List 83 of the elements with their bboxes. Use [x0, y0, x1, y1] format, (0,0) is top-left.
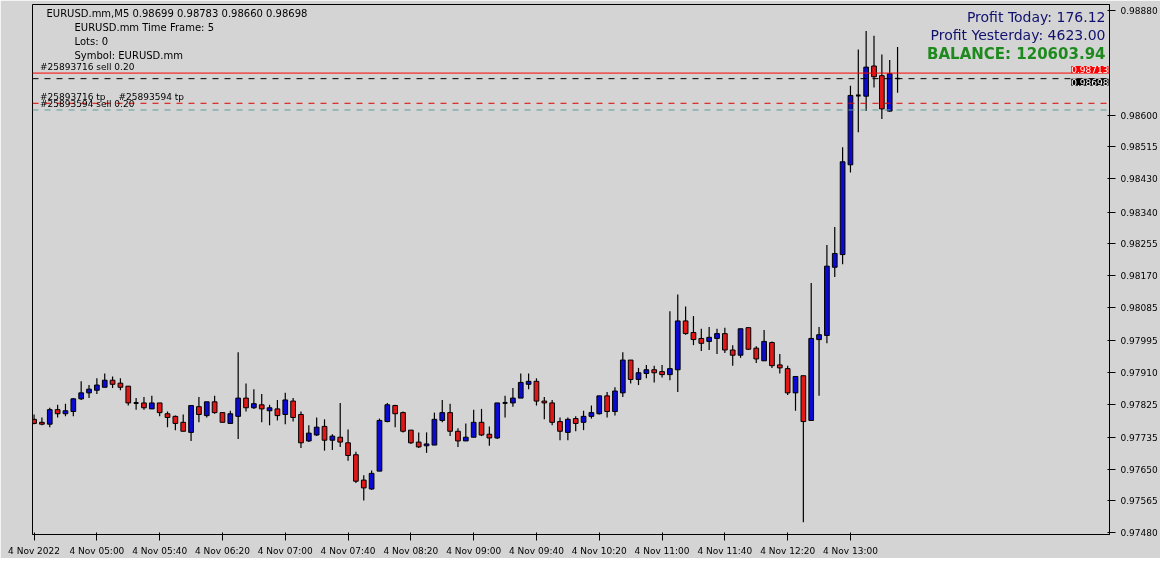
candlestick — [337, 402, 344, 448]
candlestick — [368, 469, 375, 491]
y-tick-label: 0.97735 — [1120, 433, 1158, 444]
chart-title: EURUSD.mm,M5 0.98699 0.98783 0.98660 0.98698 — [46, 7, 308, 19]
candlestick — [70, 397, 77, 417]
candlestick — [698, 328, 705, 352]
candlestick — [667, 310, 673, 381]
x-tick-label: 4 Nov 10:20 — [571, 545, 628, 556]
y-tick-label: 0.98340 — [1120, 207, 1158, 218]
x-tick-label: 4 Nov 11:40 — [697, 545, 753, 556]
annotation: Profit Today: 176.12 — [966, 8, 1106, 25]
candlestick — [729, 344, 736, 367]
candlestick — [706, 326, 713, 351]
x-tick-label: 4 Nov 06:20 — [194, 545, 251, 556]
candlestick — [258, 393, 265, 423]
x-tick-label: 4 Nov 2022 — [8, 545, 61, 556]
candlestick — [557, 416, 563, 441]
candlestick — [470, 409, 477, 438]
y-tick-label: 0.97995 — [1120, 336, 1158, 347]
candlestick — [517, 372, 524, 399]
x-tick-label: 4 Nov 05:40 — [132, 545, 188, 556]
candlestick — [360, 474, 367, 502]
y-tick-label: 0.97825 — [1120, 399, 1158, 410]
candlestick — [510, 387, 516, 408]
candlestick — [455, 427, 461, 448]
candlestick — [125, 385, 132, 407]
y-tick-label: 0.98430 — [1120, 174, 1158, 185]
candlestick — [612, 386, 618, 417]
candlestick — [439, 399, 446, 423]
y-tick-label: 0.98255 — [1120, 239, 1158, 250]
x-tick-label: 4 Nov 09:00 — [446, 545, 502, 556]
y-tick-label: 0.98085 — [1120, 302, 1158, 313]
candlestick — [251, 388, 257, 410]
x-tick-label: 4 Nov 07:40 — [320, 545, 376, 556]
candlestick — [345, 428, 351, 462]
y-tick-label: 0.98880 — [1120, 6, 1158, 17]
annotation: Symbol: EURUSD.mm — [74, 49, 183, 61]
x-tick-label: 4 Nov 05:00 — [69, 545, 125, 556]
candlestick — [94, 377, 100, 395]
y-tick-label: 0.97480 — [1120, 528, 1158, 539]
candlestick — [604, 391, 610, 419]
candlestick — [39, 416, 45, 426]
candlestick — [627, 359, 634, 385]
candlestick — [565, 416, 571, 441]
ref-line-label: 0.98713 — [1071, 65, 1109, 76]
x-tick-label: 4 Nov 09:40 — [508, 545, 565, 556]
y-tick-label: 0.97650 — [1120, 464, 1158, 475]
candlestick — [243, 382, 249, 413]
x-tick-label: 4 Nov 08:20 — [383, 545, 439, 556]
candlestick — [549, 399, 556, 426]
y-tick-label: 0.98515 — [1120, 142, 1158, 153]
x-tick-label: 4 Nov 11:00 — [634, 545, 690, 556]
x-tick-label: 4 Nov 07:00 — [257, 545, 314, 556]
ref-line-label: 0.98698 — [1071, 77, 1109, 88]
candlestick — [580, 410, 587, 431]
text: EURUSD.mm Time Frame: 5 — [74, 21, 215, 33]
candlestick — [78, 380, 85, 401]
x-tick-label: 4 Nov 13:00 — [822, 545, 879, 556]
y-tick-label: 0.98600 — [1120, 110, 1158, 121]
annotation: Lots: 0 — [74, 35, 109, 47]
candlestick — [831, 226, 838, 278]
candlestick — [282, 392, 289, 425]
annotation: BALANCE: 120603.94 — [927, 44, 1106, 63]
candlestick — [196, 396, 202, 423]
candlestick — [541, 396, 548, 420]
candlestick — [46, 407, 53, 428]
candlestick — [761, 329, 767, 362]
candlestick — [290, 397, 296, 423]
y-tick-label: 0.97910 — [1120, 367, 1158, 378]
candlestick — [659, 364, 665, 379]
annotation: Profit Yesterday: 4623.00 — [930, 26, 1106, 43]
annotation: #25893716 sell 0.20 — [40, 62, 135, 73]
candlestick — [447, 403, 453, 437]
candlestick — [722, 327, 728, 354]
y-tick-label: 0.97565 — [1120, 496, 1158, 507]
candlestick — [141, 396, 147, 411]
x-tick-label: 4 Nov 12:20 — [760, 545, 816, 556]
candlestick — [816, 326, 822, 397]
candlestick — [235, 351, 242, 440]
candlestick — [776, 353, 783, 375]
candlestick — [769, 340, 775, 369]
candlestick — [714, 328, 720, 355]
y-tick-label: 0.98170 — [1120, 270, 1158, 281]
